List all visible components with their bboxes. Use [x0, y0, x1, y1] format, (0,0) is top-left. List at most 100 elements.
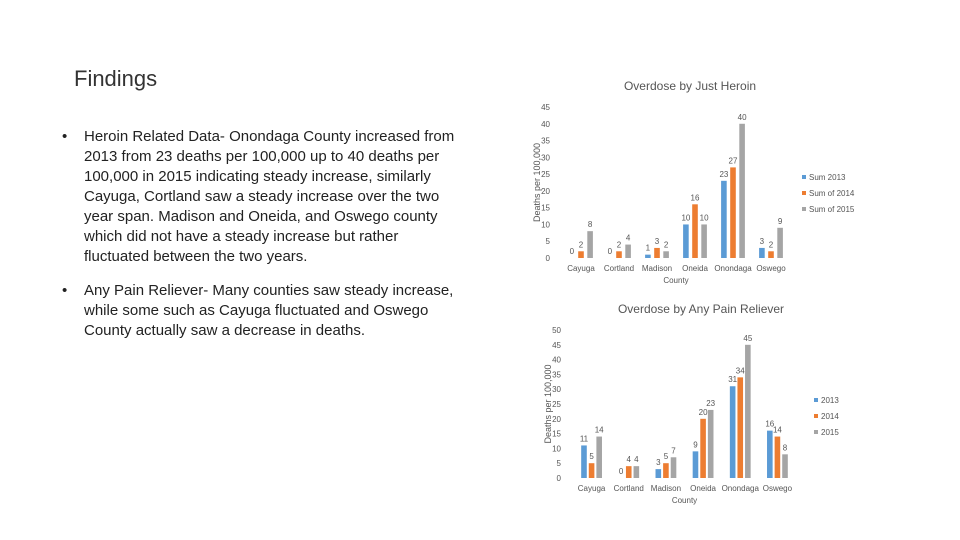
- bar: [721, 180, 727, 258]
- bullet-heroin: • Heroin Related Data- Onondaga County i…: [56, 127, 464, 267]
- data-label: 20: [699, 408, 708, 417]
- data-label: 1: [646, 244, 651, 253]
- data-label: 40: [738, 113, 747, 122]
- bar: [616, 251, 622, 258]
- bar: [625, 466, 632, 478]
- bar: [692, 204, 698, 258]
- bar: [581, 445, 587, 478]
- y-tick-label: 0: [557, 474, 562, 483]
- data-label: 14: [773, 426, 782, 435]
- y-tick-label: 50: [552, 326, 561, 335]
- bullet-pain-reliever: • Any Pain Reliever- Many counties saw s…: [56, 281, 464, 341]
- x-tick-label: Cayuga: [578, 484, 606, 493]
- x-tick-label: Onondaga: [714, 264, 752, 273]
- slide-title: Findings: [74, 66, 158, 91]
- data-label: 2: [579, 240, 584, 249]
- y-tick-label: 10: [541, 220, 550, 229]
- legend-swatch: [814, 430, 818, 434]
- y-tick-label: 15: [541, 204, 550, 213]
- bar: [737, 377, 744, 478]
- x-tick-label: Madison: [651, 484, 681, 493]
- data-label: 7: [671, 446, 676, 455]
- legend-swatch: [814, 398, 818, 402]
- data-label: 10: [700, 213, 709, 222]
- findings-list: • Heroin Related Data- Onondaga County i…: [56, 127, 464, 355]
- chart-title: Overdose by Any Pain Reliever: [618, 302, 784, 316]
- legend-swatch: [814, 414, 818, 418]
- bar: [670, 457, 677, 478]
- data-label: 0: [619, 467, 624, 476]
- bullet-pain-reliever-text: Any Pain Reliever- Many counties saw ste…: [84, 282, 454, 339]
- legend-entry: Sum of 2014: [809, 189, 855, 198]
- legend-swatch: [802, 175, 806, 179]
- x-tick-label: Cayuga: [567, 264, 595, 273]
- y-tick-label: 30: [541, 153, 550, 162]
- data-label: 34: [736, 366, 745, 375]
- legend-entry: 2013: [821, 396, 839, 405]
- bar: [707, 409, 714, 478]
- x-axis-title: County: [663, 276, 688, 285]
- y-tick-label: 40: [552, 356, 561, 365]
- bullet-dot-icon: •: [62, 282, 68, 299]
- bar: [578, 251, 584, 258]
- legend-swatch: [802, 191, 806, 195]
- bar: [692, 451, 699, 478]
- data-label: 3: [655, 237, 660, 246]
- bar: [729, 386, 736, 478]
- data-label: 23: [706, 399, 715, 408]
- y-tick-label: 0: [546, 254, 551, 263]
- legend-entry: Sum 2013: [809, 173, 846, 182]
- y-axis-title: Deaths per 100,000: [543, 364, 553, 443]
- data-label: 10: [681, 213, 690, 222]
- x-tick-label: Onondaga: [722, 484, 760, 493]
- bar: [777, 227, 783, 258]
- bar: [654, 247, 660, 258]
- data-label: 4: [627, 455, 632, 464]
- y-tick-label: 40: [541, 120, 550, 129]
- data-label: 5: [664, 452, 669, 461]
- data-label: 27: [729, 156, 738, 165]
- bar: [774, 436, 781, 478]
- bar: [739, 123, 745, 259]
- y-tick-label: 20: [552, 415, 561, 424]
- x-tick-label: Oneida: [682, 264, 708, 273]
- data-label: 9: [778, 217, 783, 226]
- y-tick-label: 20: [541, 187, 550, 196]
- data-label: 4: [634, 455, 639, 464]
- y-tick-label: 35: [541, 137, 550, 146]
- x-axis-title: County: [672, 496, 697, 505]
- bar: [625, 244, 631, 258]
- data-label: 23: [719, 170, 728, 179]
- data-label: 2: [617, 240, 622, 249]
- y-tick-label: 15: [552, 430, 561, 439]
- bar: [730, 167, 736, 258]
- bar: [683, 224, 689, 258]
- bar: [587, 231, 593, 258]
- y-tick-label: 45: [541, 103, 550, 112]
- data-label: 2: [664, 240, 669, 249]
- y-tick-label: 25: [541, 170, 550, 179]
- bar: [782, 454, 788, 478]
- data-label: 8: [783, 443, 788, 452]
- bar: [655, 469, 662, 478]
- data-label: 11: [580, 434, 589, 443]
- x-tick-label: Oswego: [763, 484, 793, 493]
- y-tick-label: 5: [546, 237, 551, 246]
- data-label: 31: [728, 375, 737, 384]
- y-axis-title: Deaths per 100,000: [532, 143, 542, 222]
- data-label: 16: [691, 193, 700, 202]
- data-label: 0: [570, 247, 575, 256]
- x-tick-label: Oswego: [756, 264, 786, 273]
- y-tick-label: 10: [552, 444, 561, 453]
- bar: [759, 247, 765, 258]
- data-label: 3: [656, 458, 661, 467]
- bar: [745, 344, 751, 478]
- data-label: 45: [743, 334, 752, 343]
- y-tick-label: 5: [557, 459, 562, 468]
- bar: [588, 463, 595, 478]
- bar: [700, 418, 706, 478]
- y-tick-label: 25: [552, 400, 561, 409]
- bar: [768, 251, 774, 258]
- data-label: 4: [626, 234, 631, 243]
- data-label: 8: [588, 220, 593, 229]
